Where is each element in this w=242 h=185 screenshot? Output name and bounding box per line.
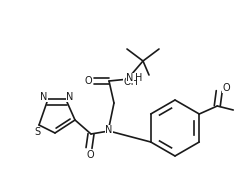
Text: N: N [66,92,74,102]
Text: O: O [222,83,230,93]
Text: H: H [135,73,143,83]
Text: S: S [34,127,40,137]
Text: OH: OH [123,77,138,87]
Text: N: N [40,92,48,102]
Text: N: N [126,73,134,83]
Text: N: N [105,125,113,135]
Text: O: O [84,76,92,86]
Text: O: O [86,150,94,160]
